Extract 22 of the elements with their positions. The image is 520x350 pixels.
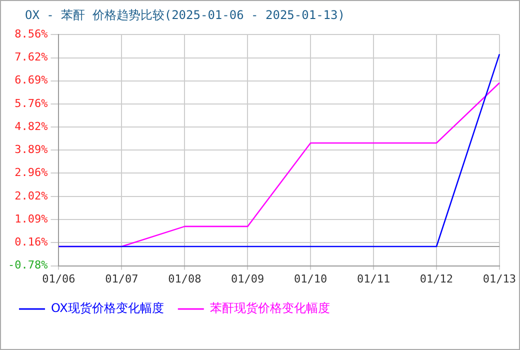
legend-label: OX现货价格变化幅度 [51,301,164,316]
y-tick-label: 2.02% [14,189,48,202]
y-tick-label: 8.56% [14,27,48,40]
x-tick-label: 01/08 [168,272,202,286]
x-tick-label: 01/12 [420,272,454,286]
y-tick-label: 2.96% [14,166,48,180]
legend-label: 苯酐现货价格变化幅度 [210,301,330,316]
chart-title: OX - 苯酐 价格趋势比较(2025-01-06 - 2025-01-13) [25,7,345,24]
x-tick-label: 01/13 [482,272,516,286]
x-tick-label: 01/09 [231,272,264,286]
x-tick-label: 01/07 [105,272,138,286]
y-tick-label: 5.76% [14,96,48,110]
y-tick-label: 6.69% [14,74,48,87]
y-tick-label: 4.82% [14,120,48,134]
y-tick-label: 3.89% [14,143,48,156]
x-tick-label: 01/06 [42,272,76,286]
x-tick-label: 01/10 [294,272,328,286]
y-tick-label: -0.78% [8,258,48,272]
y-tick-label: 7.62% [14,50,48,64]
x-tick-label: 01/11 [356,272,390,286]
y-tick-label: 1.09% [14,212,48,226]
y-tick-label: 0.16% [14,235,48,248]
